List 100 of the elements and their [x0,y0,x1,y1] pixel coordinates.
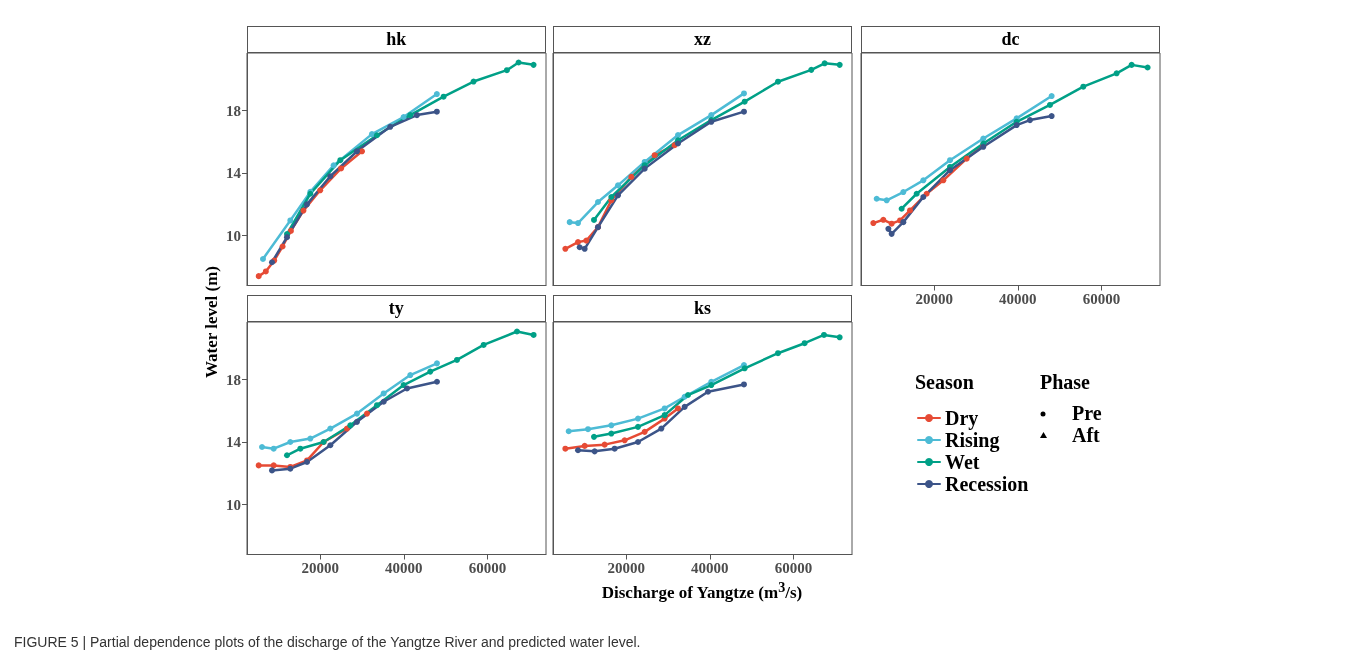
point [940,177,947,184]
point [300,207,307,214]
point [595,198,601,205]
point [330,162,337,169]
legend-label: Dry [945,406,979,430]
point [566,218,573,225]
point [433,360,440,367]
point [575,446,582,453]
point [530,331,537,338]
x-tick-label: 20000 [607,559,645,576]
y-axis-title: Water level (m) [202,265,222,379]
point [801,339,808,346]
x-tick-label: 20000 [301,559,339,576]
point [268,467,275,474]
point [641,165,648,172]
point [259,255,266,262]
point [888,230,895,237]
point [336,156,343,163]
y-tick-label: 14 [225,164,242,181]
point [590,433,597,440]
point [368,130,375,137]
point [287,217,294,224]
point [774,78,781,85]
point [614,192,621,198]
point [681,403,688,410]
point [675,140,681,147]
x-tick-label: 40000 [999,290,1037,307]
point [907,207,914,214]
legend-label: Wet [945,450,980,473]
point [255,272,262,279]
x-tick-label: 60000 [1082,290,1121,307]
legend-label: Recession [945,472,1029,495]
point [287,227,294,234]
point [440,93,447,100]
point [380,390,387,397]
point [406,111,413,118]
point [262,268,269,275]
point [353,418,360,425]
x-tick-label: 40000 [384,559,423,576]
point [386,123,393,130]
point [400,113,407,120]
y-tick-label: 18 [225,371,241,388]
point [873,195,880,202]
text: Aft [1072,424,1100,446]
point [820,331,827,338]
chart-title: hk [246,25,546,53]
point [530,61,537,68]
text: Pre [1072,402,1102,424]
point [741,365,748,372]
chart-title: ty [246,294,546,322]
point [1144,64,1151,71]
point [608,421,615,428]
point [675,405,681,412]
y-tick-label: 10 [225,227,241,244]
point [327,172,333,179]
point [303,201,310,208]
point [836,61,843,68]
point [898,205,905,212]
point [258,443,265,450]
point [611,445,618,452]
point [661,411,668,418]
point [900,188,907,195]
point [562,445,569,452]
point [373,131,380,138]
point [900,218,907,225]
point [347,421,354,428]
point [883,196,890,203]
point [279,243,286,250]
point [614,182,621,189]
point [562,245,569,252]
x-tick-label: 60000 [774,559,813,576]
y-tick-label: 18 [225,102,241,119]
point [575,219,582,226]
point [575,238,582,245]
point [740,108,747,115]
point [470,78,477,85]
point [426,368,433,375]
point [270,445,277,452]
point [608,193,615,200]
point [740,90,747,97]
chart-title: ks [553,294,852,322]
point [403,385,410,392]
point [1113,69,1120,76]
point [406,371,413,378]
legend-title: Season [915,370,974,393]
point [565,427,572,434]
point [634,423,641,430]
point [337,165,344,172]
point [297,445,304,452]
point [255,462,262,469]
point [283,451,290,458]
point [634,415,641,422]
point [885,225,892,232]
point [888,220,895,227]
point [363,410,370,417]
point [704,388,711,395]
point [661,405,668,412]
point [740,381,747,388]
point [920,177,927,184]
point [515,59,522,66]
